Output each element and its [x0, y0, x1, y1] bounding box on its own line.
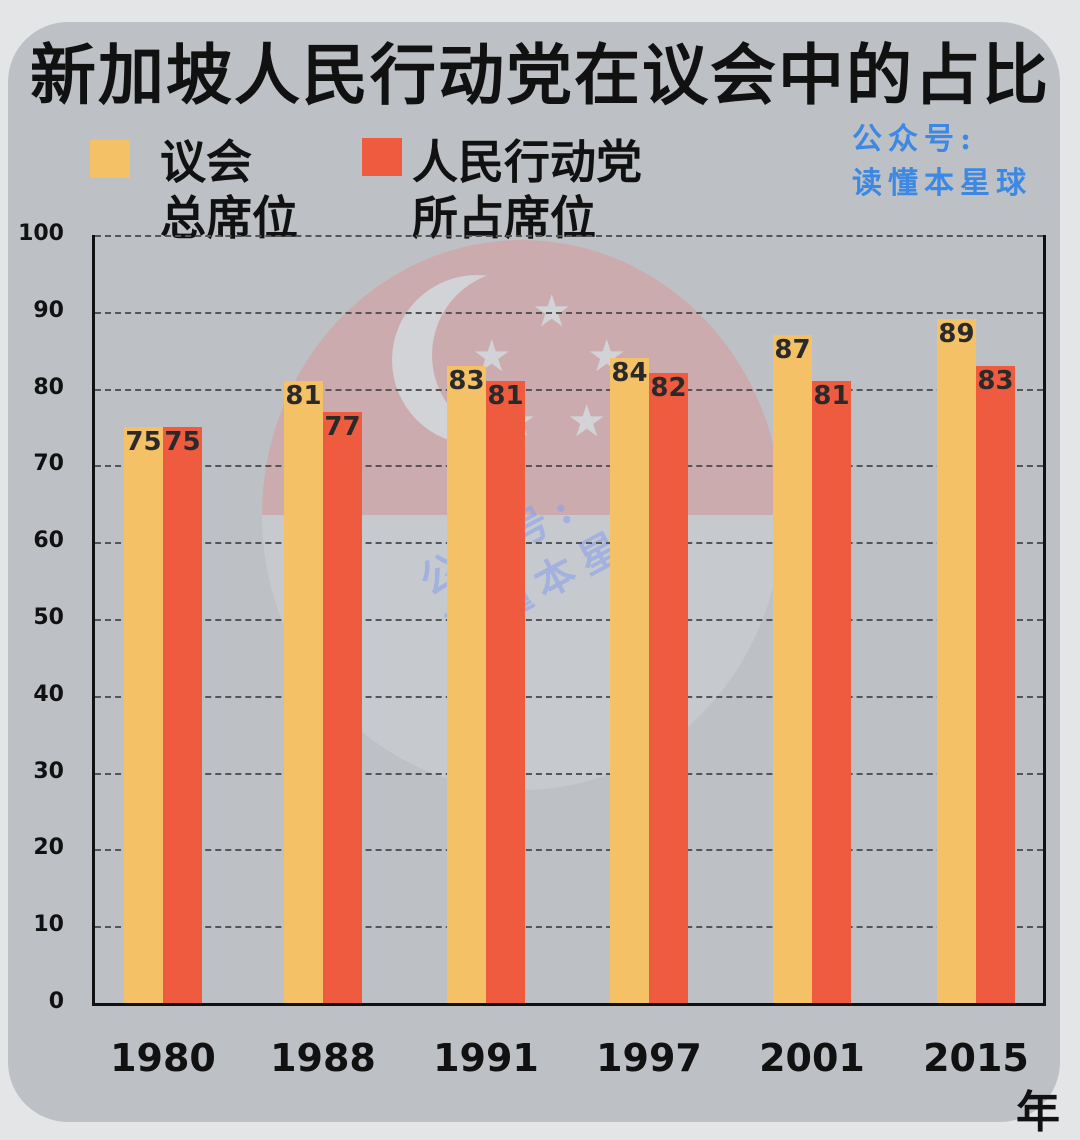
bar-value-label: 75: [125, 427, 162, 457]
gridline: [95, 465, 1043, 468]
bar-total-seats-2015: 89: [937, 319, 976, 1003]
bar-total-seats-2001: 87: [773, 334, 812, 1003]
gridline: [95, 695, 1043, 698]
gridline: [95, 849, 1043, 852]
legend-swatch-pap-seats: [362, 138, 402, 176]
bar-value-label: 81: [487, 380, 524, 411]
bar-value-label: 75: [164, 427, 201, 457]
y-tick-label: 80: [33, 374, 64, 400]
gridline: [95, 235, 1043, 237]
bar-pap-seats-1980: 75: [163, 427, 202, 1003]
y-tick-label: 10: [33, 912, 64, 938]
chart-title: 新加坡人民行动党在议会中的占比: [30, 37, 1050, 114]
bar-value-label: 84: [611, 357, 648, 388]
bar-pap-seats-1991: 81: [486, 380, 525, 1003]
bar-pap-seats-1997: 82: [649, 373, 688, 1003]
x-tick-label: 1988: [270, 1036, 376, 1080]
bar-pap-seats-1988: 77: [323, 411, 362, 1003]
x-tick-label: 2001: [759, 1036, 865, 1080]
bar-value-label: 89: [938, 319, 975, 350]
bar-total-seats-1991: 83: [447, 365, 486, 1003]
legend-label-total-seats: 议会 总席位: [160, 135, 298, 245]
gridline: [95, 388, 1043, 391]
gridline: [95, 619, 1043, 621]
legend-label-pap-seats: 人民行动党 所占席位: [412, 135, 642, 245]
x-tick-label: 1991: [433, 1036, 539, 1080]
y-tick-label: 100: [18, 221, 64, 246]
gridline: [95, 926, 1043, 929]
gridline: [95, 542, 1043, 545]
star-icon: ★: [567, 396, 607, 447]
bar-total-seats-1988: 81: [284, 380, 323, 1003]
watermark-top-right: 公众号: 读懂本星球: [852, 122, 1032, 201]
bar-value-label: 81: [285, 380, 322, 411]
star-icon: ★: [532, 286, 572, 337]
gridline: [95, 311, 1043, 314]
bar-value-label: 82: [650, 373, 687, 404]
y-tick-label: 40: [33, 681, 64, 707]
y-tick-label: 30: [33, 758, 64, 784]
gridline: [95, 772, 1043, 775]
y-tick-label: 90: [33, 297, 64, 323]
x-tick-label: 2015: [923, 1036, 1029, 1080]
legend-swatch-total-seats: [90, 140, 130, 178]
bar-pap-seats-2015: 83: [976, 365, 1015, 1003]
bar-total-seats-1997: 84: [610, 357, 649, 1003]
y-tick-label: 20: [33, 835, 64, 861]
bar-total-seats-1980: 75: [124, 427, 163, 1003]
bar-value-label: 87: [774, 334, 811, 365]
y-tick-label: 50: [33, 605, 64, 630]
x-tick-label: 1997: [596, 1036, 702, 1080]
bar-value-label: 81: [813, 380, 850, 411]
x-axis-unit: 年: [1016, 1087, 1060, 1138]
y-tick-label: 60: [33, 528, 64, 554]
y-tick-label: 70: [33, 451, 64, 477]
bar-pap-seats-2001: 81: [812, 380, 851, 1003]
y-tick-label: 0: [48, 989, 64, 1014]
plot-area: 75 75 81 77 83 81 84 82 87 81 89 83: [92, 235, 1046, 1006]
bar-value-label: 83: [448, 365, 485, 396]
x-tick-label: 1980: [110, 1036, 216, 1080]
bar-value-label: 83: [977, 365, 1014, 396]
bar-value-label: 77: [324, 411, 361, 442]
